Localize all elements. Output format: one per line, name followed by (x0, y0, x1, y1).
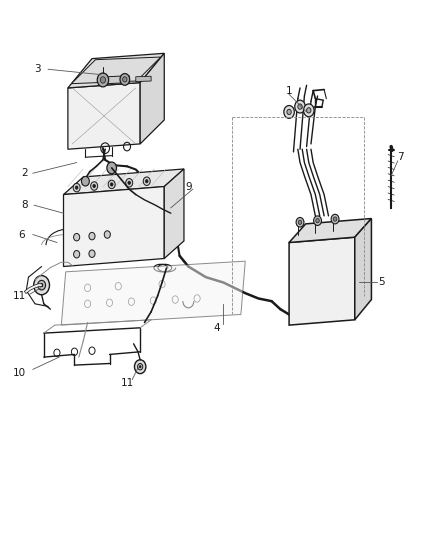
Circle shape (110, 183, 113, 186)
Polygon shape (68, 83, 140, 149)
Circle shape (104, 231, 110, 238)
Circle shape (295, 100, 305, 113)
Polygon shape (355, 219, 371, 320)
Circle shape (120, 74, 130, 85)
Circle shape (74, 233, 80, 241)
Polygon shape (289, 237, 355, 325)
Circle shape (73, 183, 80, 192)
Circle shape (134, 360, 146, 374)
Circle shape (314, 216, 321, 225)
Circle shape (74, 251, 80, 258)
Circle shape (123, 77, 127, 82)
Circle shape (81, 176, 89, 186)
Circle shape (93, 184, 95, 188)
Polygon shape (107, 76, 129, 84)
Circle shape (100, 77, 106, 83)
Polygon shape (64, 187, 164, 266)
Polygon shape (68, 53, 164, 88)
Circle shape (298, 104, 302, 109)
Text: 3: 3 (34, 64, 41, 74)
Text: 4: 4 (213, 323, 220, 333)
Circle shape (138, 364, 143, 370)
Polygon shape (289, 219, 371, 243)
Circle shape (34, 276, 49, 295)
Text: 2: 2 (21, 168, 28, 178)
Circle shape (139, 366, 141, 368)
Circle shape (89, 232, 95, 240)
Text: 7: 7 (397, 152, 404, 162)
Text: 8: 8 (21, 200, 28, 210)
Polygon shape (136, 76, 151, 82)
Circle shape (143, 177, 150, 185)
Text: 11: 11 (120, 378, 134, 387)
Text: 6: 6 (18, 230, 25, 239)
Text: 10: 10 (13, 368, 26, 378)
Circle shape (89, 250, 95, 257)
Circle shape (304, 104, 314, 117)
Circle shape (296, 217, 304, 227)
Circle shape (298, 220, 302, 224)
Circle shape (284, 106, 294, 118)
Circle shape (40, 284, 43, 287)
Polygon shape (64, 169, 184, 195)
Circle shape (307, 108, 311, 113)
Circle shape (75, 186, 78, 189)
Circle shape (108, 180, 115, 189)
Circle shape (107, 162, 117, 174)
Circle shape (128, 181, 131, 184)
Circle shape (97, 73, 109, 87)
Circle shape (145, 180, 148, 183)
Text: 1: 1 (286, 86, 293, 95)
Circle shape (126, 179, 133, 187)
Circle shape (287, 109, 291, 115)
Polygon shape (71, 57, 161, 84)
Polygon shape (164, 169, 184, 259)
Polygon shape (61, 261, 245, 325)
Text: 11: 11 (13, 291, 26, 301)
Circle shape (91, 182, 98, 190)
Circle shape (316, 219, 319, 223)
Circle shape (333, 217, 337, 221)
Text: 9: 9 (185, 182, 192, 191)
Text: 5: 5 (378, 278, 385, 287)
Circle shape (38, 280, 46, 290)
Circle shape (331, 214, 339, 224)
Polygon shape (140, 53, 164, 144)
